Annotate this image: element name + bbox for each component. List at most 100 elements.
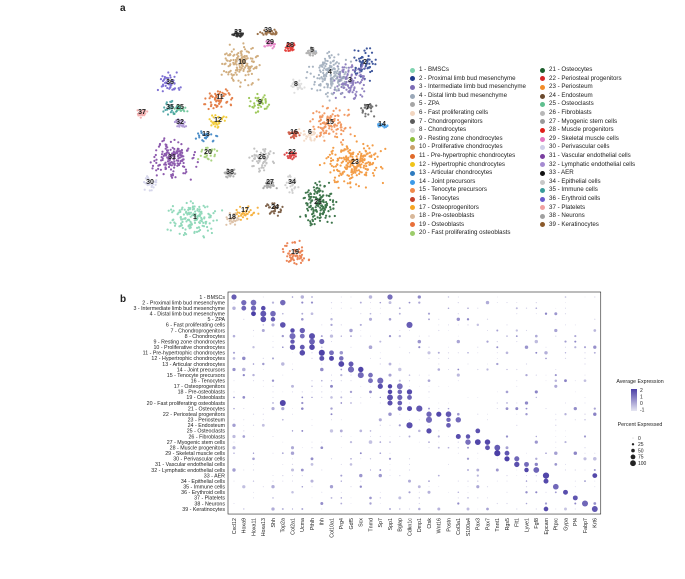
dotplot-dot xyxy=(428,407,430,410)
umap-point xyxy=(291,158,294,161)
legend-item: 29 - Skeletal muscle cells xyxy=(540,135,635,144)
umap-point xyxy=(297,186,300,189)
umap-point xyxy=(313,223,316,226)
umap-point xyxy=(210,94,213,97)
umap-point xyxy=(238,30,242,33)
umap-point xyxy=(371,163,374,166)
dotplot-dot xyxy=(408,301,411,304)
percent-expressed-dot xyxy=(631,443,635,446)
umap-point xyxy=(296,254,299,257)
umap-point xyxy=(178,125,181,128)
umap-point xyxy=(210,159,213,162)
umap-point xyxy=(219,90,222,93)
umap-point xyxy=(362,83,365,87)
umap-cluster-points xyxy=(284,42,296,53)
dotplot-dot xyxy=(545,346,547,348)
dotplot-dot xyxy=(457,480,459,482)
umap-point xyxy=(318,84,321,87)
umap-point xyxy=(253,104,256,107)
umap-point xyxy=(323,185,326,188)
dotplot-dot xyxy=(544,351,548,355)
dotplot-dot xyxy=(591,506,598,512)
umap-point xyxy=(334,135,337,138)
dotplot-dot xyxy=(408,463,411,465)
dotplot-dot xyxy=(369,302,372,304)
umap-point xyxy=(347,108,350,111)
legend-swatch xyxy=(410,76,415,82)
umap-point xyxy=(344,126,347,130)
umap-point xyxy=(335,89,338,92)
umap-point xyxy=(256,206,259,209)
dotplot-dot xyxy=(253,436,254,437)
umap-point xyxy=(265,107,268,110)
umap-point xyxy=(336,157,339,160)
umap-cluster-points xyxy=(287,130,301,140)
dotplot-dot xyxy=(300,295,305,299)
umap-point xyxy=(342,70,345,74)
legend-label: 34 - Epithelial cells xyxy=(549,177,601,185)
dotplot-row-label: 9 - Resting zone chondrocytes xyxy=(153,339,225,345)
dotplot-dot xyxy=(438,385,440,387)
umap-point xyxy=(261,102,264,105)
umap-point xyxy=(155,169,158,172)
umap-point xyxy=(340,92,343,95)
dotplot-dot xyxy=(486,486,489,488)
dotplot-dot xyxy=(524,461,529,467)
dotplot-dot xyxy=(262,408,264,410)
avg-expression-colorbar xyxy=(631,389,637,411)
umap-point xyxy=(330,128,333,131)
umap-point xyxy=(338,121,341,124)
dotplot-gene-label: Hoxa9 xyxy=(242,518,248,533)
umap-point xyxy=(294,255,297,258)
dotplot-dot xyxy=(350,396,352,398)
dotplot-dot xyxy=(368,378,373,384)
dotplot-dot xyxy=(370,335,371,337)
dotplot-dot xyxy=(476,468,480,472)
dotplot-dot xyxy=(379,441,382,443)
dotplot-dot xyxy=(554,374,557,377)
dotplot-dot xyxy=(574,335,577,338)
umap-point xyxy=(330,157,333,160)
dotplot-dot xyxy=(476,485,480,489)
umap-point xyxy=(289,157,292,160)
umap-point xyxy=(137,114,140,117)
umap-point xyxy=(253,157,256,160)
legend-swatch xyxy=(540,67,545,73)
umap-point xyxy=(322,135,325,138)
umap-point xyxy=(325,121,328,124)
umap-point xyxy=(161,90,164,93)
umap-point xyxy=(191,202,194,205)
umap-point xyxy=(321,80,324,83)
umap-point xyxy=(274,207,277,210)
umap-point xyxy=(234,220,237,223)
dotplot-dot xyxy=(282,463,284,465)
umap-point xyxy=(316,77,319,80)
umap-point xyxy=(179,123,182,126)
umap-point xyxy=(362,75,365,78)
dotplot-dot xyxy=(379,313,381,315)
legend-swatch xyxy=(410,84,415,90)
umap-point xyxy=(208,97,211,100)
umap-point xyxy=(322,200,325,203)
dotplot-dot xyxy=(330,341,333,343)
umap-point xyxy=(257,100,260,103)
dotplot-dot xyxy=(321,508,323,510)
dotplot-dot xyxy=(428,486,430,488)
umap-point xyxy=(321,105,324,108)
umap-point xyxy=(155,149,158,152)
umap-point xyxy=(361,87,364,90)
legend-item: 20 - Fast proliferating osteoblasts xyxy=(410,229,526,238)
umap-point xyxy=(317,205,320,208)
umap-point xyxy=(235,53,239,56)
umap-point xyxy=(338,156,341,159)
dotplot-dot xyxy=(525,329,528,332)
legend-item: 18 - Pre-osteoblasts xyxy=(410,212,526,221)
umap-point xyxy=(325,194,328,197)
dotplot-gene-label: Col10a1 xyxy=(329,518,335,538)
dotplot-dot xyxy=(457,447,459,449)
dotplot-dot xyxy=(436,411,442,417)
umap-point xyxy=(369,103,372,106)
dotplot-dot xyxy=(438,329,440,332)
umap-point xyxy=(244,61,247,65)
umap-point xyxy=(237,218,240,221)
